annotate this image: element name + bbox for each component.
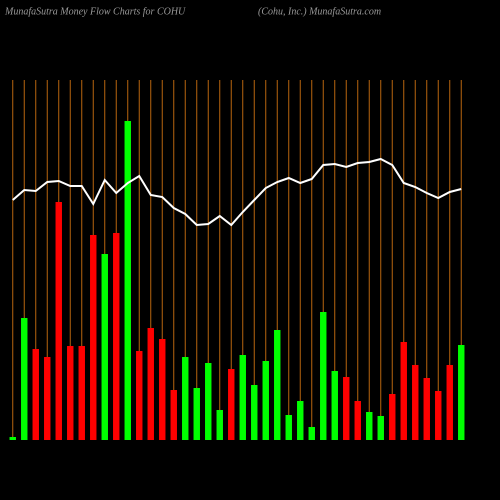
bar <box>159 339 166 440</box>
bar <box>90 235 97 440</box>
bar <box>228 369 235 440</box>
bar <box>251 385 258 440</box>
bar <box>170 390 177 440</box>
bar <box>78 346 85 440</box>
bar <box>193 388 200 440</box>
bar <box>124 121 131 440</box>
bar <box>101 254 108 440</box>
bar <box>262 361 269 440</box>
bar <box>136 351 143 440</box>
bar <box>32 349 39 440</box>
chart-subtitle: (Cohu, Inc.) MunafaSutra.com <box>258 6 381 17</box>
bar <box>412 365 419 440</box>
bar <box>285 415 292 440</box>
bar <box>320 312 327 440</box>
money-flow-line <box>12 157 462 227</box>
bar <box>297 401 304 440</box>
bar <box>343 377 350 440</box>
bar <box>446 365 453 440</box>
bar <box>44 357 51 440</box>
bar <box>216 410 223 440</box>
bar <box>205 363 212 440</box>
bar <box>55 202 62 440</box>
bar <box>423 378 430 440</box>
bar <box>377 416 384 440</box>
bar <box>182 357 189 440</box>
bar <box>308 427 315 440</box>
chart-title: MunafaSutra Money Flow Charts for COHU <box>4 6 186 17</box>
bar <box>147 328 154 440</box>
bar <box>67 346 74 440</box>
bar <box>331 371 338 440</box>
bar <box>389 394 396 440</box>
bar <box>458 345 465 440</box>
bar <box>435 391 442 440</box>
bar <box>21 318 28 440</box>
bar <box>9 437 16 440</box>
bar <box>400 342 407 440</box>
bar <box>354 401 361 440</box>
bar <box>113 233 120 440</box>
bar <box>239 355 246 440</box>
bar <box>274 330 281 440</box>
bar <box>366 412 373 440</box>
